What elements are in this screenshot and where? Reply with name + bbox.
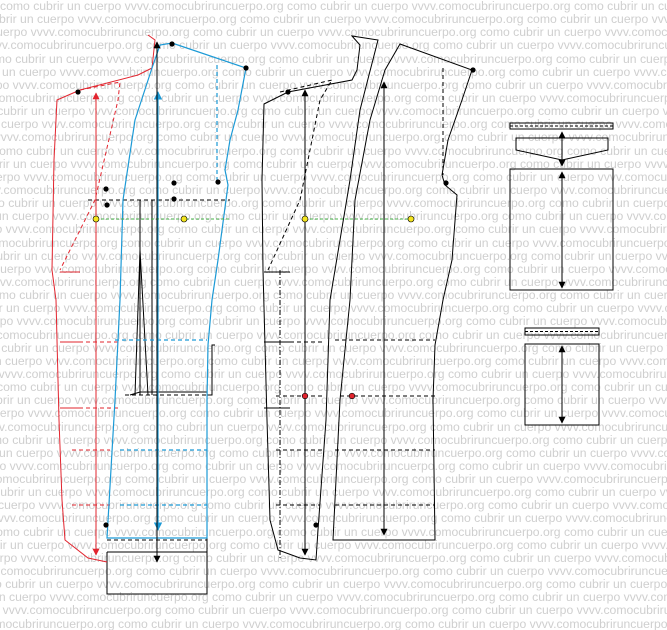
front-panel-red xyxy=(51,34,156,563)
base-draft-lines xyxy=(88,199,230,595)
marker-dots-middle xyxy=(285,67,476,528)
lower-pocket-welt xyxy=(524,327,600,336)
upper-pocket-flap xyxy=(509,122,614,161)
upper-pocket-bag xyxy=(509,131,614,291)
front-pattern-black xyxy=(261,35,379,561)
bust-line-right xyxy=(301,215,415,223)
side-panel-blue xyxy=(106,42,247,539)
marker-dots-left xyxy=(75,41,249,528)
back-pattern-black xyxy=(332,43,473,541)
bust-line-left xyxy=(92,215,230,223)
pocket-position-markers xyxy=(301,392,356,400)
lower-pocket-bag xyxy=(524,343,600,426)
